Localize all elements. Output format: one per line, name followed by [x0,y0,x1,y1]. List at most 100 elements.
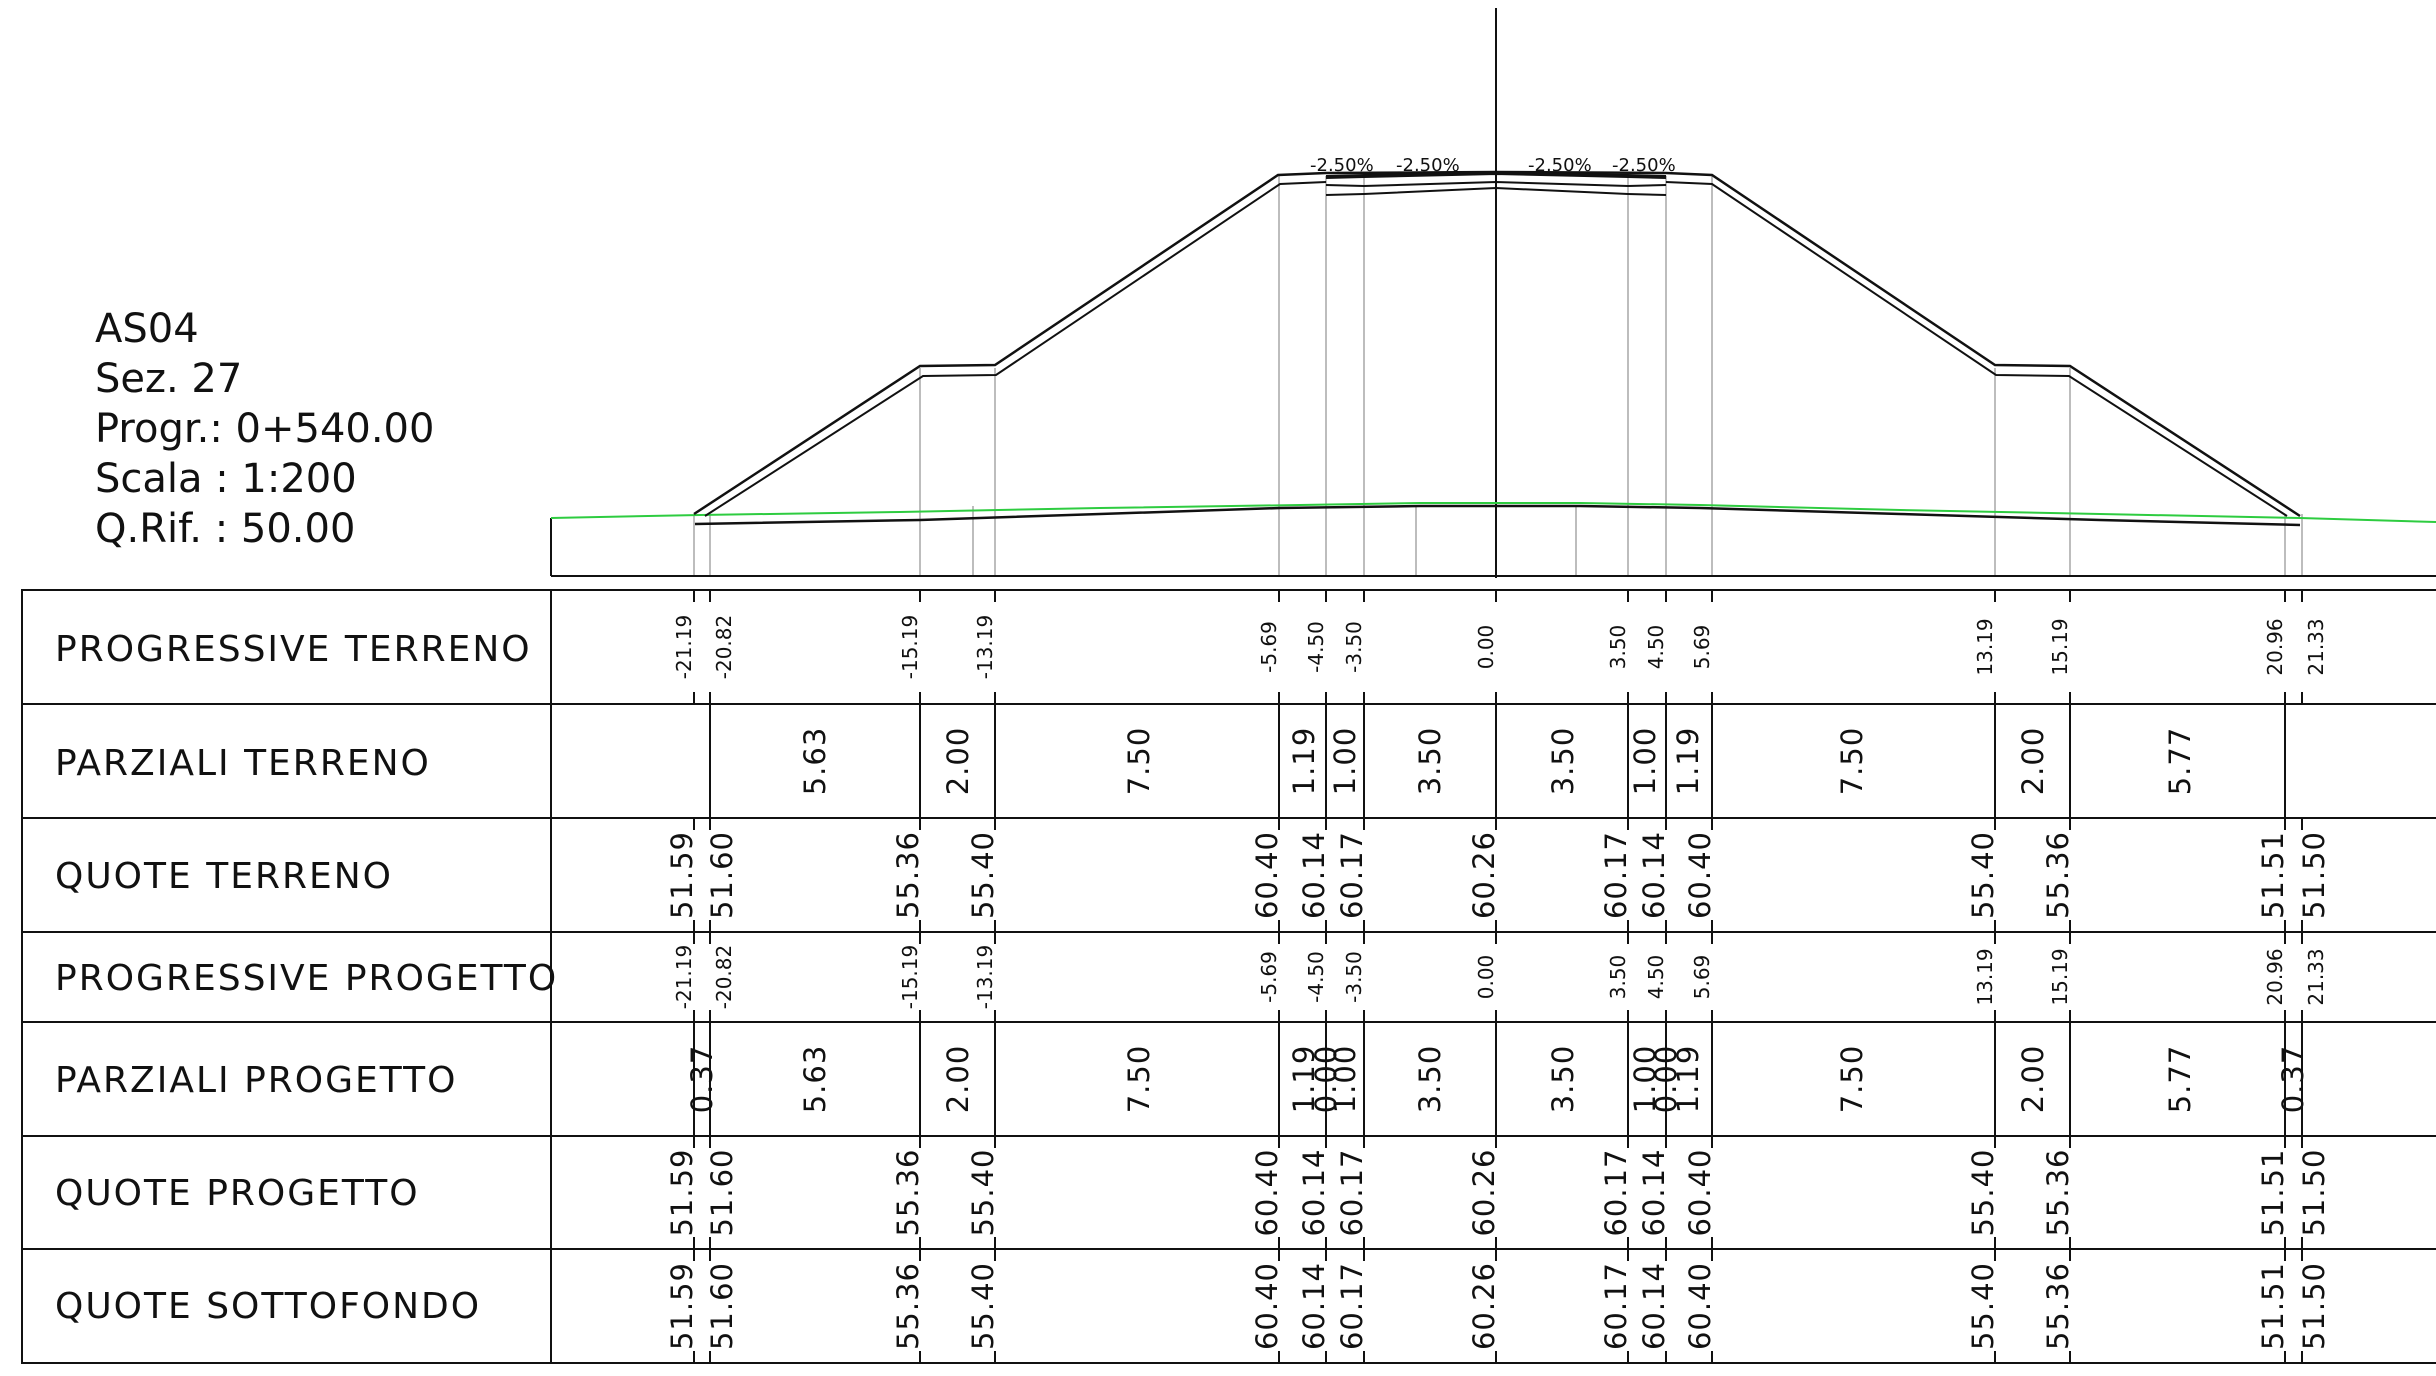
elevation-value: 55.36 [2041,1262,2075,1350]
partial-value: 0.37 [685,1045,719,1114]
progressive-value: -5.69 [1257,621,1281,673]
table-frame [21,589,2436,1364]
elevation-value: 60.17 [1599,831,1633,919]
pavement-base [1325,186,1667,196]
partial-value: 1.19 [1671,1045,1705,1114]
elevation-value: 51.50 [2297,831,2331,919]
elevation-value: 60.26 [1467,1262,1501,1350]
elevation-value: 60.14 [1297,1148,1331,1236]
elevation-value: 55.40 [966,831,1000,919]
partial-value: 0.37 [2276,1045,2310,1114]
table-ticks [693,590,2303,1363]
pavement-top [1325,170,1667,179]
progressive-value: -3.50 [1342,621,1366,673]
road-profile [550,8,2436,578]
partial-value: 3.50 [1546,727,1580,796]
elevation-value: 51.59 [665,1148,699,1236]
partial-value: 7.50 [1835,1045,1869,1114]
section-reference-level: Q.Rif. : 50.00 [95,506,355,552]
section-code: AS04 [95,306,199,352]
elevation-value: 55.40 [966,1262,1000,1350]
embankment-inner-right [1665,181,2288,517]
elevation-value: 51.59 [665,1262,699,1350]
progressive-value: 21.33 [2304,948,2328,1005]
progressive-value: -21.19 [672,615,696,679]
slope-label: -2.50% [1396,155,1460,176]
elevation-value: 60.14 [1297,831,1331,919]
elevation-value: 60.40 [1683,1262,1717,1350]
row-labels: PROGRESSIVE TERRENO PARZIALI TERRENO QUO… [55,629,556,1327]
partial-value: 5.63 [798,727,832,796]
table-values: -21.19 -20.82 -15.19 -13.19 -5.69 -4.50 -3.50 0… [665,615,2331,1350]
progressive-value: 13.19 [1973,618,1997,675]
progressive-value: -15.19 [898,615,922,679]
row-label-parziali-terreno: PARZIALI TERRENO [55,743,431,784]
elevation-value: 60.17 [1335,831,1369,919]
section-progressive: Progr.: 0+540.00 [95,406,434,452]
progressive-value: 13.19 [1973,948,1997,1005]
elevation-value: 60.40 [1250,1148,1284,1236]
partial-value: 7.50 [1835,727,1869,796]
elevation-value: 55.40 [1966,1262,2000,1350]
progressive-value: 4.50 [1644,955,1668,1000]
progressive-value: 15.19 [2048,618,2072,675]
partial-value: 3.50 [1413,727,1447,796]
partial-value: 2.00 [2016,727,2050,796]
slope-label: -2.50% [1612,155,1676,176]
elevation-value: 55.36 [2041,1148,2075,1236]
elevation-value: 51.60 [705,831,739,919]
elevation-value: 51.50 [2297,1148,2331,1236]
progressive-value: 3.50 [1606,625,1630,670]
elevation-value: 60.17 [1599,1262,1633,1350]
partial-value: 1.00 [1628,1045,1662,1114]
progressive-value: 0.00 [1474,625,1498,670]
partial-value: 1.00 [1328,727,1362,796]
profile-guides [693,172,2303,576]
progressive-value: -3.50 [1342,951,1366,1003]
progressive-value: 5.69 [1690,625,1714,670]
progressive-value: 0.00 [1474,955,1498,1000]
partial-value: 3.50 [1546,1045,1580,1114]
partial-value: 5.77 [2163,727,2197,796]
slope-label: -2.50% [1528,155,1592,176]
progressive-value: 3.50 [1606,955,1630,1000]
elevation-value: 60.40 [1250,831,1284,919]
elevation-value: 55.36 [891,1148,925,1236]
progressive-value: 20.96 [2263,618,2287,675]
partial-value: 0.00 [1309,1045,1343,1114]
partial-value: 1.19 [1671,727,1705,796]
elevation-value: 55.36 [2041,831,2075,919]
elevation-value: 60.40 [1683,831,1717,919]
elevation-value: 51.50 [2297,1262,2331,1350]
progressive-value: -15.19 [898,945,922,1009]
slope-labels: -2.50% -2.50% -2.50% -2.50% [1310,155,1676,176]
partial-value: 0.00 [1649,1045,1683,1114]
ground-line-green [550,502,2436,523]
progressive-value: 15.19 [2048,948,2072,1005]
partial-value: 1.19 [1287,727,1321,796]
slope-label: -2.50% [1310,155,1374,176]
partial-value: 5.77 [2163,1045,2197,1114]
row-label-quote-terreno: QUOTE TERRENO [55,856,393,897]
progressive-value: -4.50 [1304,951,1328,1003]
elevation-value: 55.36 [891,831,925,919]
row-label-progressive-terreno: PROGRESSIVE TERRENO [55,629,532,670]
row-label-parziali-progetto: PARZIALI PROGETTO [55,1060,457,1101]
partial-value: 2.00 [941,727,975,796]
section-number: Sez. 27 [95,356,242,402]
progressive-value: -5.69 [1257,951,1281,1003]
elevation-value: 51.51 [2256,1148,2290,1236]
elevation-value: 51.51 [2256,1262,2290,1350]
data-table [21,589,2436,1364]
section-scale: Scala : 1:200 [95,456,357,502]
partial-value: 5.63 [798,1045,832,1114]
elevation-value: 60.14 [1637,831,1671,919]
elevation-value: 60.17 [1335,1262,1369,1350]
elevation-value: 60.17 [1599,1148,1633,1236]
elevation-value: 55.40 [966,1148,1000,1236]
progressive-value: -13.19 [973,945,997,1009]
section-info: AS04 Sez. 27 Progr.: 0+540.00 Scala : 1:… [95,306,434,552]
elevation-value: 60.14 [1637,1262,1671,1350]
row-label-quote-progetto: QUOTE PROGETTO [55,1173,420,1214]
